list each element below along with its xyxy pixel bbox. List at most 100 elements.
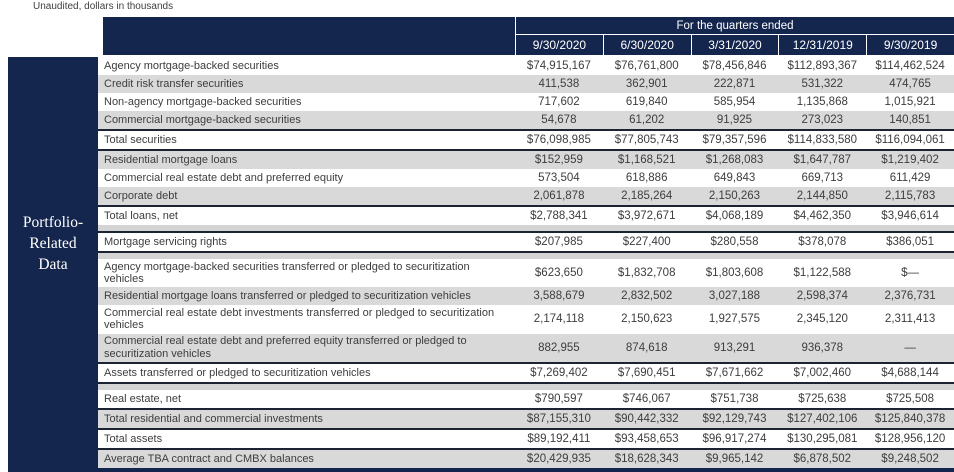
table-row: Commercial real estate debt and preferre… (98, 333, 954, 362)
table-row: Real estate, net $790,597 $746,067 $751,738… (98, 389, 954, 408)
row-label: Real estate, net (104, 392, 182, 405)
column-header-date: 9/30/2019 (866, 35, 954, 55)
row-value: $1,219,402 (881, 154, 939, 166)
row-value: $76,098,985 (526, 134, 591, 146)
row-value: $87,155,310 (526, 412, 591, 425)
row-value: $1,168,521 (617, 154, 676, 166)
row-value: $92,129,743 (702, 412, 767, 425)
table-row: Assets transferred or pledged to securit… (98, 361, 954, 384)
row-value: 362,901 (625, 78, 668, 90)
table-row: Total securities $76,098,985 $77,805,743 $7… (98, 129, 954, 149)
row-value: $79,357,596 (702, 134, 767, 146)
row-value: $378,078 (798, 236, 847, 248)
row-value: $1,122,588 (793, 267, 852, 280)
row-value: $386,051 (886, 236, 935, 248)
row-value: 91,925 (716, 114, 753, 126)
table-row: Mortgage servicing rights $207,985 $227,40… (98, 231, 954, 253)
row-label: Residential mortgage loans transferred o… (104, 290, 471, 303)
row-value: 2,150,623 (621, 313, 673, 326)
table-row: Agency mortgage-backed securities transf… (98, 259, 954, 288)
row-value: 649,843 (713, 172, 756, 184)
row-value: 140,851 (889, 114, 931, 126)
table-row: Commercial mortgage-backed securities 54,… (98, 111, 954, 129)
table-row: Non-agency mortgage-backed securities 717… (98, 93, 954, 111)
table-row: Commercial real estate debt and preferre… (98, 169, 954, 187)
row-value: $77,805,743 (614, 134, 679, 146)
row-value: 273,023 (801, 114, 844, 126)
row-label: Commercial real estate debt and preferre… (104, 335, 467, 360)
row-value: 1,135,868 (796, 96, 848, 108)
row-value: 531,322 (801, 78, 844, 90)
row-value: $790,597 (534, 392, 583, 405)
row-value: 669,713 (801, 172, 844, 184)
row-value: $78,456,846 (702, 60, 767, 72)
row-value: $128,956,120 (874, 432, 946, 445)
row-value: $1,832,708 (617, 267, 676, 280)
row-value: 222,871 (713, 78, 756, 90)
row-label: Total residential and commercial investm… (104, 412, 323, 425)
row-value: $4,688,144 (881, 366, 939, 379)
row-value: 2,376,731 (884, 290, 936, 303)
row-value: 2,832,502 (621, 290, 673, 303)
row-value: $76,761,800 (614, 60, 679, 72)
column-header-date: 12/31/2019 (778, 35, 866, 55)
row-label: Commercial mortgage-backed securities (104, 113, 301, 126)
row-value: $96,917,274 (702, 432, 767, 445)
row-value: 1,927,575 (708, 313, 761, 326)
row-value: 411,538 (538, 78, 580, 90)
row-value: $1,268,083 (705, 154, 764, 166)
row-value: 619,840 (625, 96, 668, 108)
row-value: $116,094,061 (875, 134, 945, 146)
row-value: 2,115,783 (884, 190, 936, 202)
table-row: Residential mortgage loans transferred o… (98, 287, 954, 306)
row-gap (98, 253, 954, 259)
row-gap (98, 225, 954, 231)
row-value: $2,788,341 (530, 210, 588, 222)
table-row: Commercial real estate debt investments … (98, 305, 954, 334)
row-label: Corporate debt (104, 189, 178, 202)
row-value: $7,269,402 (530, 366, 588, 379)
row-value: $125,840,378 (874, 412, 946, 425)
row-label: Non-agency mortgage-backed securities (104, 95, 302, 108)
section-label-line: Portfolio- (22, 214, 84, 232)
row-label: Total loans, net (104, 209, 178, 222)
quarters-header-title: For the quarters ended (516, 17, 954, 35)
row-label: Mortgage servicing rights (104, 235, 227, 248)
row-value: $9,965,142 (705, 452, 764, 465)
quarters-header: For the quarters ended 9/30/2020 6/30/20… (103, 17, 954, 55)
unaudited-note: Unaudited, dollars in thousands (33, 1, 174, 12)
row-value: $7,690,451 (617, 366, 676, 379)
row-value: $623,650 (534, 267, 583, 280)
table-row: Agency mortgage-backed securities $74,915… (98, 57, 954, 75)
row-value: 3,027,188 (708, 290, 761, 303)
row-value: 573,504 (538, 172, 580, 184)
row-value: 61,202 (629, 114, 665, 126)
row-value: $112,893,367 (787, 60, 858, 72)
row-value: 2,150,263 (708, 190, 761, 202)
row-value: $89,192,411 (527, 432, 591, 445)
row-value: 2,598,374 (796, 290, 848, 303)
table-row: Average TBA contract and CMBX balances $2… (98, 447, 954, 468)
section-label-line: Related (29, 235, 77, 253)
section-label-portfolio-related-data: Portfolio- Related Data (8, 57, 98, 472)
table-body: Agency mortgage-backed securities $74,915… (98, 57, 954, 472)
row-value: 3,588,679 (533, 290, 585, 303)
row-value: 54,678 (541, 114, 577, 126)
row-value: 2,185,264 (621, 190, 673, 202)
row-value: $114,462,524 (875, 60, 945, 72)
row-value: 611,429 (889, 172, 931, 184)
row-value: $746,067 (622, 392, 671, 405)
row-value: $7,671,662 (705, 366, 764, 379)
row-value: $1,803,608 (705, 267, 764, 280)
row-value: 2,345,120 (796, 313, 848, 326)
quarter-date-row: 9/30/2020 6/30/2020 3/31/2020 12/31/2019… (516, 35, 954, 55)
row-label: Total securities (104, 133, 177, 146)
row-value: $3,946,614 (881, 210, 939, 222)
column-header-date: 6/30/2020 (602, 35, 691, 55)
row-value: $3,972,671 (617, 210, 676, 222)
row-value: 474,765 (889, 78, 931, 90)
row-value: 585,954 (713, 96, 756, 108)
row-value: 882,955 (538, 341, 580, 354)
row-value: $280,558 (710, 236, 759, 248)
table-row: Corporate debt 2,061,878 2,185,264 2,150,26… (98, 187, 954, 205)
